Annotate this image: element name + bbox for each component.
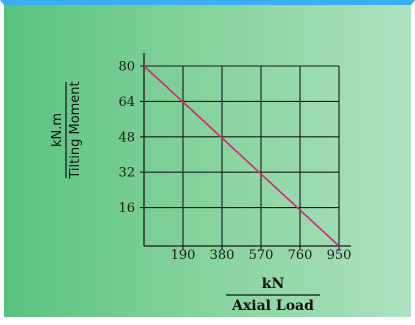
y-tick-label: 16 <box>118 201 135 216</box>
x-axis-title: kN Axial Load <box>226 276 320 314</box>
series-line <box>143 65 340 247</box>
chart-grid <box>140 65 340 250</box>
y-axis-unit: kN.m <box>50 113 65 147</box>
x-tick-label: 760 <box>288 248 313 263</box>
x-tick-labels: 190 380 570 760 950 <box>171 248 352 263</box>
x-tick-label: 190 <box>171 248 196 263</box>
y-tick-label: 48 <box>118 130 135 145</box>
x-tick-label: 570 <box>249 248 274 263</box>
chart-axes <box>143 53 351 247</box>
y-tick-label: 64 <box>118 95 135 110</box>
x-axis-label: Axial Load <box>231 298 314 314</box>
y-tick-labels: 80 64 48 32 16 <box>118 60 135 217</box>
y-tick-label: 32 <box>118 166 135 181</box>
x-axis-unit: kN <box>262 276 285 292</box>
y-axis-label: Tilting Moment <box>68 81 83 179</box>
x-tick-label: 950 <box>327 248 352 263</box>
y-tick-label: 80 <box>118 60 135 75</box>
x-tick-label: 380 <box>210 248 235 263</box>
y-axis-title: kN.m Tilting Moment <box>50 81 83 179</box>
chart-series <box>143 65 340 247</box>
tilting-moment-chart: 80 64 48 32 16 190 380 570 760 950 kN.m Tilting … <box>50 53 352 314</box>
